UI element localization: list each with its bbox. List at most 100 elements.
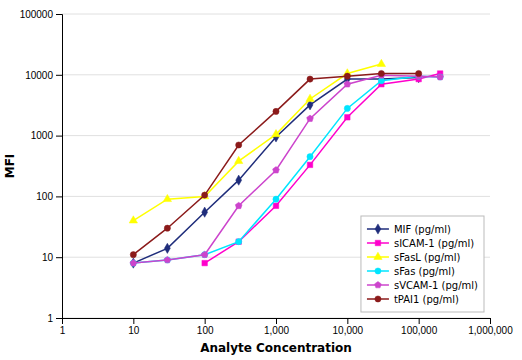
marker [202, 260, 207, 265]
legend-label: sICAM-1 (pg/ml) [394, 238, 474, 249]
tick-label: 10 [128, 325, 140, 336]
tick-label: 1000 [31, 130, 54, 141]
tick-mark [56, 196, 62, 197]
marker [378, 78, 384, 84]
legend-label: MIF (pg/ml) [394, 224, 451, 235]
marker [378, 70, 384, 76]
marker [307, 115, 314, 121]
line [133, 74, 418, 255]
legend-item: sFasL (pg/ml) [367, 252, 461, 263]
marker [416, 70, 422, 76]
marker [235, 202, 242, 208]
marker [202, 207, 208, 217]
marker [163, 194, 171, 201]
legend-marker [375, 268, 381, 274]
legend-item: sVCAM-1 (pg/ml) [367, 280, 478, 291]
tick: 100 [197, 318, 214, 336]
tick-mark [205, 318, 206, 324]
x-axis: 1 10 100 1,000 10,000 100,000 1,000,000 [60, 318, 513, 336]
chart: 1101001,00010,000100,0001,000,0001101001… [0, 0, 522, 360]
marker [202, 252, 208, 258]
legend-marker [374, 252, 382, 259]
grid-line [62, 14, 490, 15]
marker [273, 196, 279, 202]
legend-label: sVCAM-1 (pg/ml) [394, 280, 478, 291]
tick: 1 [60, 318, 66, 336]
marker [437, 73, 444, 79]
marker [306, 94, 314, 101]
marker [130, 260, 136, 266]
legend-item: sFas (pg/ml) [367, 266, 455, 277]
legend-marker [375, 240, 380, 245]
marker [307, 154, 313, 160]
marker [272, 130, 280, 137]
tick-mark [276, 318, 277, 324]
series [130, 70, 422, 257]
marker [273, 167, 280, 173]
series [129, 59, 385, 223]
tick-label: 10000 [25, 70, 53, 81]
tick: 100 [36, 191, 62, 202]
marker [130, 252, 136, 258]
tick-label: 10,000 [333, 325, 364, 336]
marker [345, 115, 350, 120]
y-axis-title: MFI [3, 154, 17, 179]
marker [307, 76, 313, 82]
tick: 1000 [31, 130, 62, 141]
marker [130, 260, 137, 266]
tick-label: 100,000 [401, 325, 438, 336]
marker [164, 225, 170, 231]
legend-marker [375, 224, 381, 234]
marker [235, 156, 243, 163]
marker [164, 256, 171, 262]
marker [344, 105, 350, 111]
tick: 100,000 [401, 318, 438, 336]
tick-mark [419, 318, 420, 324]
tick: 1,000 [264, 318, 289, 336]
tick-label: 100000 [20, 9, 54, 20]
tick: 10 [42, 252, 62, 263]
x-axis-title: Analyte Concentration [200, 341, 352, 355]
tick-label: 10 [42, 252, 54, 263]
marker [129, 216, 137, 223]
tick-mark [56, 136, 62, 137]
marker [273, 203, 278, 208]
tick-mark [347, 318, 348, 324]
tick-label: 1,000 [264, 325, 289, 336]
tick-label: 1,000,000 [468, 325, 513, 336]
marker [236, 239, 241, 244]
marker [344, 81, 351, 87]
tick-mark [490, 318, 491, 324]
legend-label: sFasL (pg/ml) [394, 252, 461, 263]
tick-mark [56, 75, 62, 76]
marker [236, 239, 242, 245]
y-axis: 1 10 100 1000 10000 100000 [20, 9, 63, 324]
marker [344, 73, 350, 79]
marker [201, 251, 208, 257]
legend-item: sICAM-1 (pg/ml) [367, 238, 474, 249]
marker [164, 257, 170, 263]
tick: 1,000,000 [468, 318, 513, 336]
legend-label: sFas (pg/ml) [394, 266, 455, 277]
tick-mark [56, 318, 62, 319]
axis-line [63, 319, 491, 325]
marker [273, 108, 279, 114]
tick: 10000 [25, 70, 62, 81]
tick: 1 [47, 313, 62, 324]
tick-label: 1 [60, 325, 66, 336]
marker [164, 243, 170, 253]
tick-mark [56, 257, 62, 258]
grid [62, 14, 490, 318]
legend-marker [375, 296, 381, 302]
tick: 10 [128, 318, 140, 336]
legend-label: tPAI1 (pg/ml) [394, 294, 459, 305]
marker [202, 192, 208, 198]
marker [130, 258, 136, 268]
marker [236, 175, 242, 185]
tick-label: 100 [36, 191, 53, 202]
legend-item: MIF (pg/ml) [367, 224, 451, 235]
tick-mark [56, 14, 62, 15]
marker [236, 142, 242, 148]
legend-marker [375, 281, 382, 287]
grid-line [62, 74, 490, 75]
